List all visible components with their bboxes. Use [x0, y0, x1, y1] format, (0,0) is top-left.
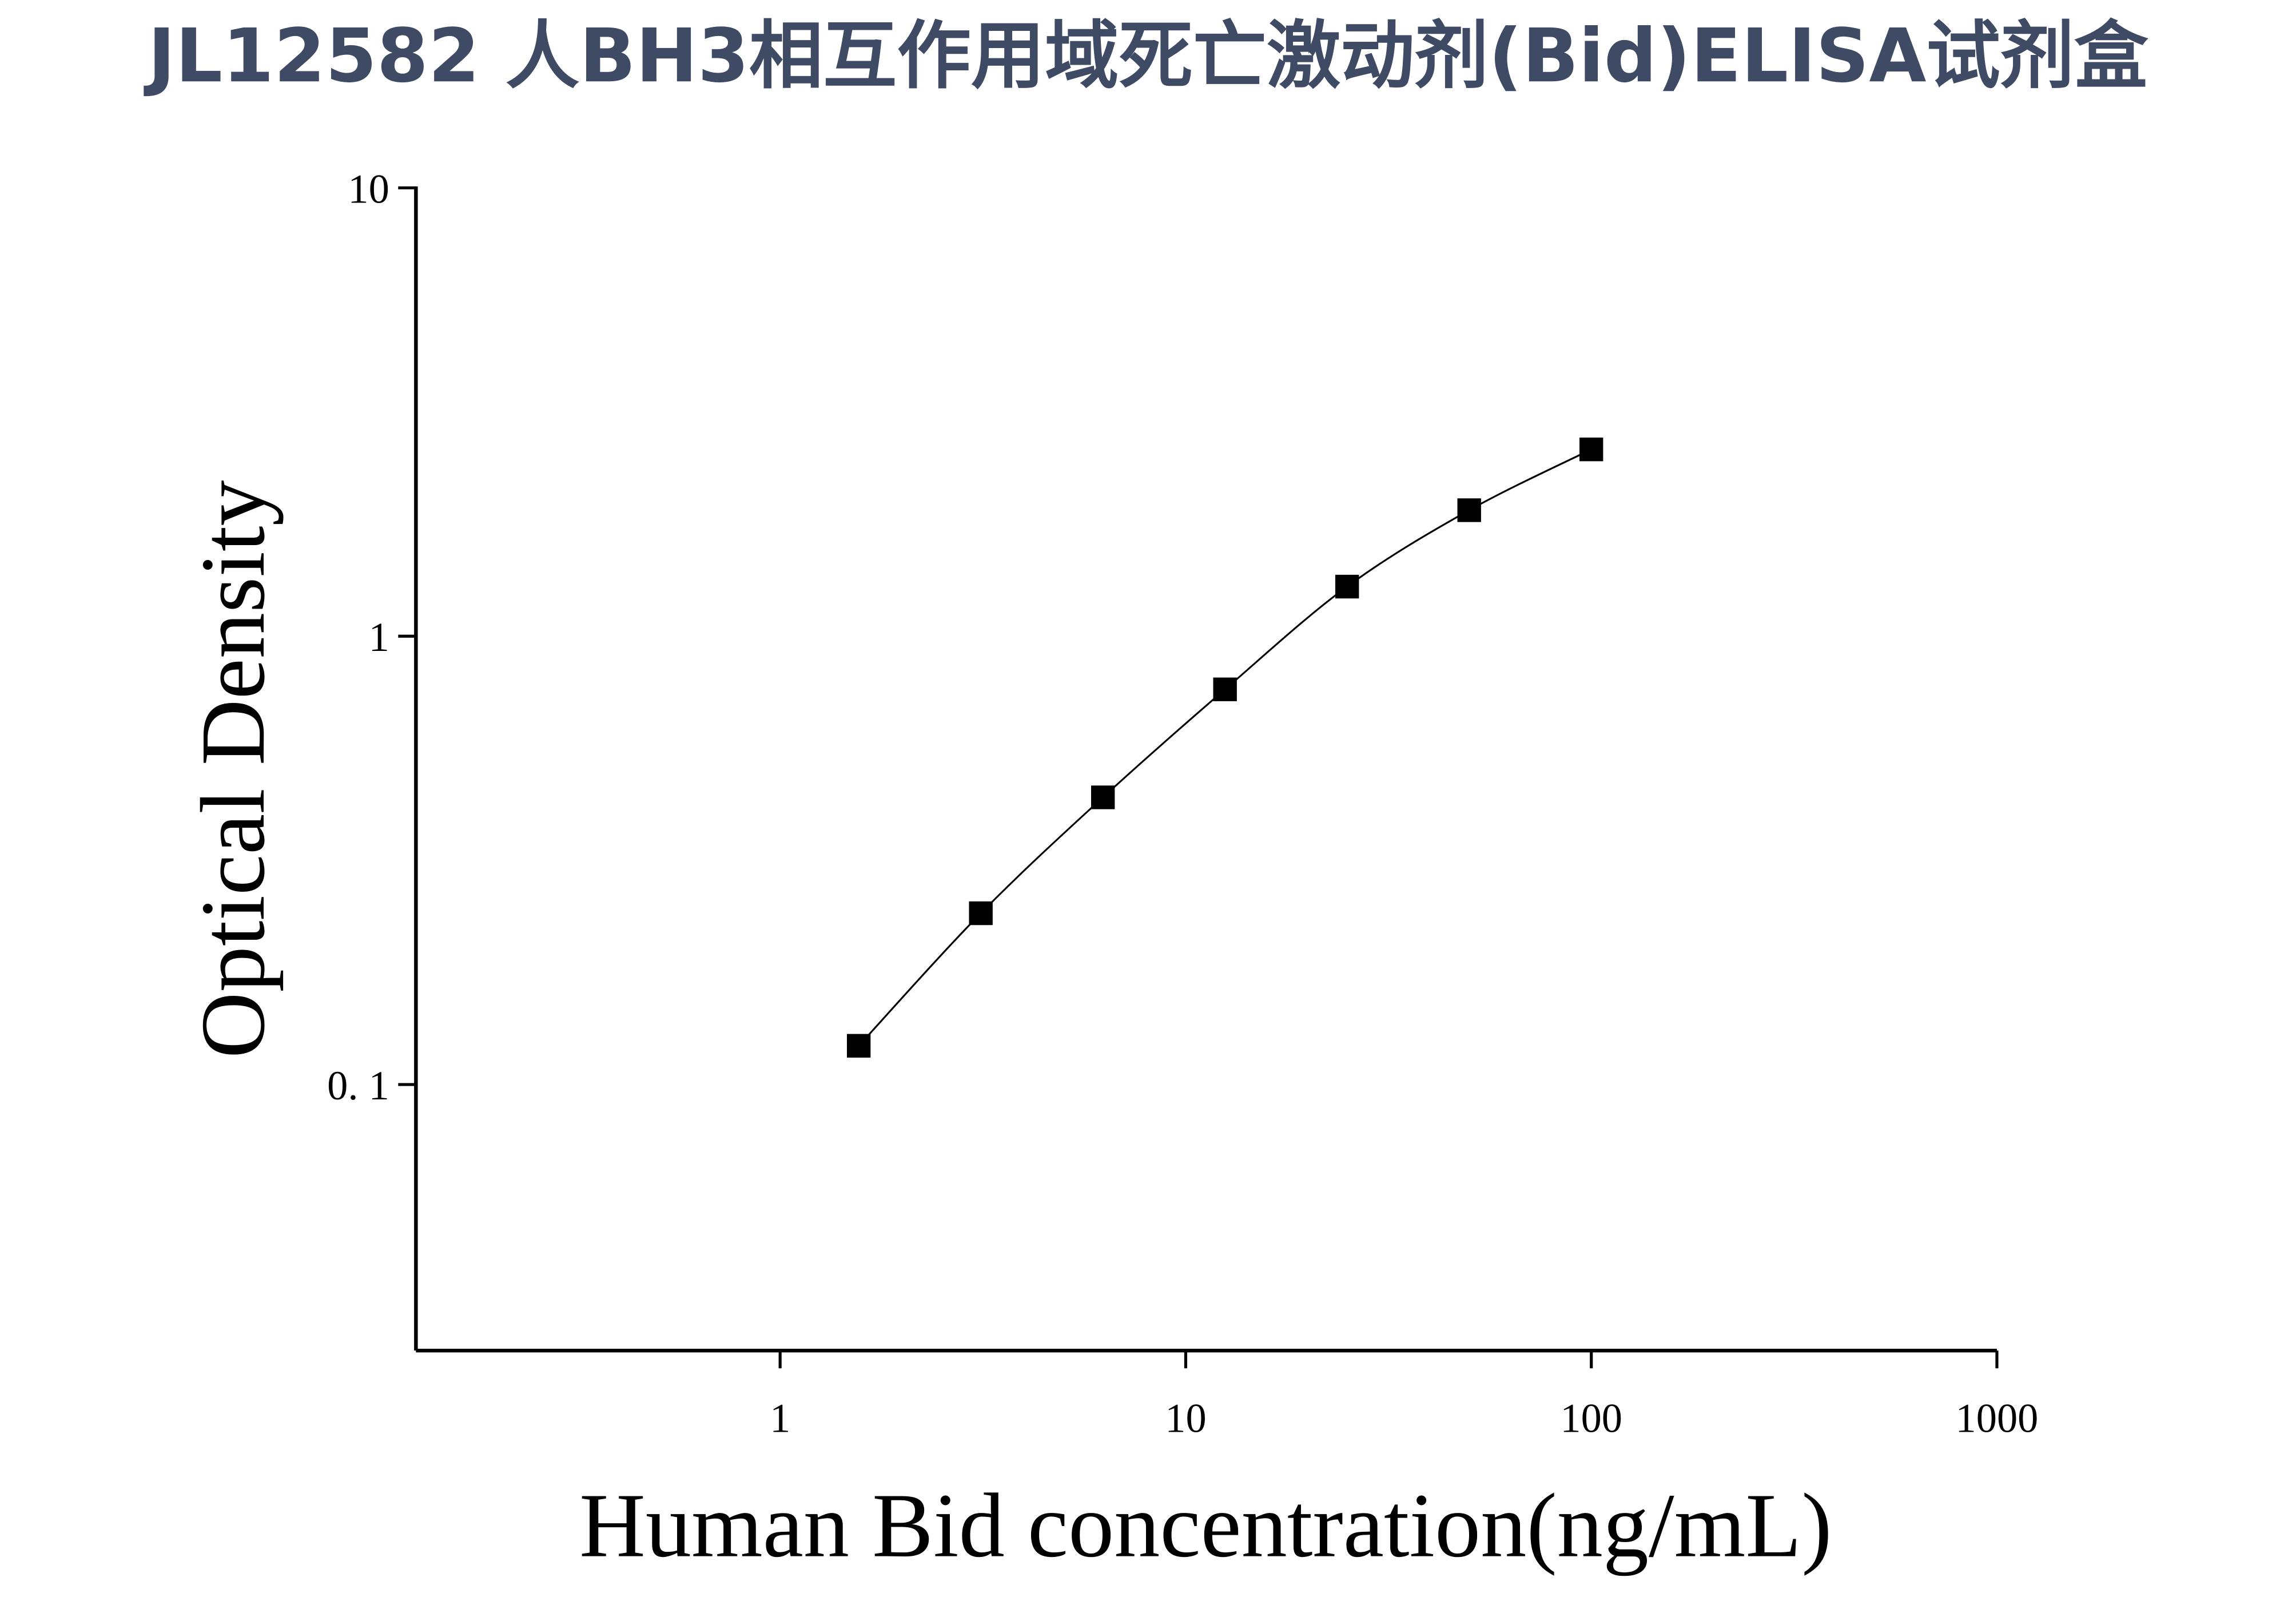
- x-tick-label: 1: [770, 1395, 790, 1441]
- x-tick-label: 10: [1165, 1395, 1206, 1441]
- y-axis-label: Optical Density: [182, 480, 284, 1058]
- point: [1457, 498, 1481, 522]
- point: [1213, 677, 1237, 701]
- chart-title: JL12582 人BH3相互作用域死亡激动剂(Bid)ELISA试剂盒: [144, 13, 2149, 99]
- x-axis-label: Human Bid concentration(ng/mL): [579, 1475, 1832, 1576]
- y-tick-label: 1: [369, 614, 389, 660]
- x-tick-label: 1000: [1956, 1395, 2039, 1441]
- y-tick-label: 10: [348, 165, 389, 212]
- point: [1335, 574, 1359, 599]
- curve: [858, 448, 1592, 1047]
- point: [846, 1034, 871, 1058]
- point: [1579, 437, 1603, 462]
- y-tick-label: 0. 1: [327, 1062, 389, 1109]
- x-tick-label: 100: [1560, 1395, 1622, 1441]
- point: [969, 901, 993, 925]
- point: [1091, 785, 1115, 809]
